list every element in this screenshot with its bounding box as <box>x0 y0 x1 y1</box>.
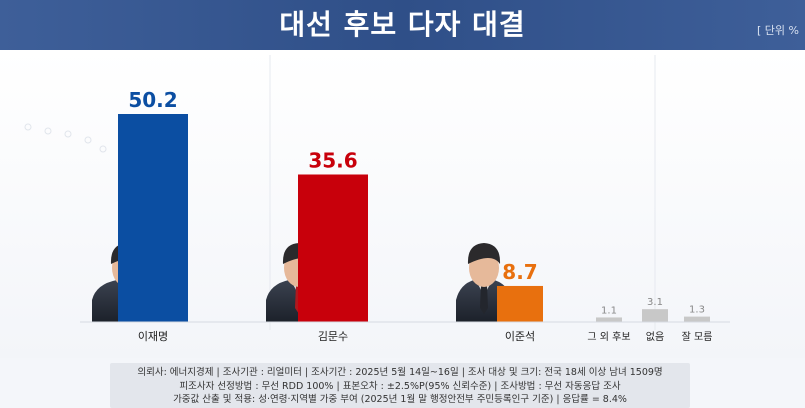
category-label-1: 이재명 <box>138 330 168 343</box>
page-title: 대선 후보 다자 대결 <box>279 8 526 41</box>
value-label-1: 50.2 <box>128 88 177 112</box>
survey-info-box: 의뢰사: 에너지경제 | 조사기관 : 리얼미터 | 조사기간 : 2025년 … <box>110 363 690 408</box>
survey-info-line-1: 의뢰사: 에너지경제 | 조사기관 : 리얼미터 | 조사기간 : 2025년 … <box>137 367 663 378</box>
header-bar <box>0 0 805 50</box>
value-label-4: 1.1 <box>601 305 617 316</box>
category-label-4: 그 외 후보 <box>587 331 630 343</box>
value-label-6: 1.3 <box>689 305 705 316</box>
value-label-3: 8.7 <box>502 260 537 284</box>
bar-2 <box>298 174 368 322</box>
hair-shape <box>467 243 501 264</box>
bar-1 <box>118 114 188 322</box>
bar-5 <box>642 309 668 322</box>
category-label-5: 없음 <box>646 330 664 343</box>
bar-4 <box>596 317 622 322</box>
bar-6 <box>684 316 710 322</box>
survey-info-line-2: 피조사자 선정방법 : 무선 RDD 100% | 표본오차 : ±2.5%P(… <box>179 380 621 392</box>
tie-shape <box>480 284 488 314</box>
category-label-2: 김문수 <box>318 330 348 343</box>
unit-label: [ 단위 % <box>757 24 799 37</box>
bar-chart: 50.2 이재명 35.6 김문수 8.7 이준석 1.1 그 외 후보 3.1 없음 1.3 잘 모… <box>24 55 730 343</box>
value-label-5: 3.1 <box>647 297 663 308</box>
decorative-dots <box>24 123 107 153</box>
survey-info-line-3: 가중값 산출 및 적용: 성·연령·지역별 가중 부여 (2025년 1월 말 … <box>173 394 627 405</box>
value-label-2: 35.6 <box>308 148 357 172</box>
bar-3 <box>497 285 543 322</box>
category-label-3: 이준석 <box>505 330 535 343</box>
category-label-6: 잘 모름 <box>682 331 713 343</box>
